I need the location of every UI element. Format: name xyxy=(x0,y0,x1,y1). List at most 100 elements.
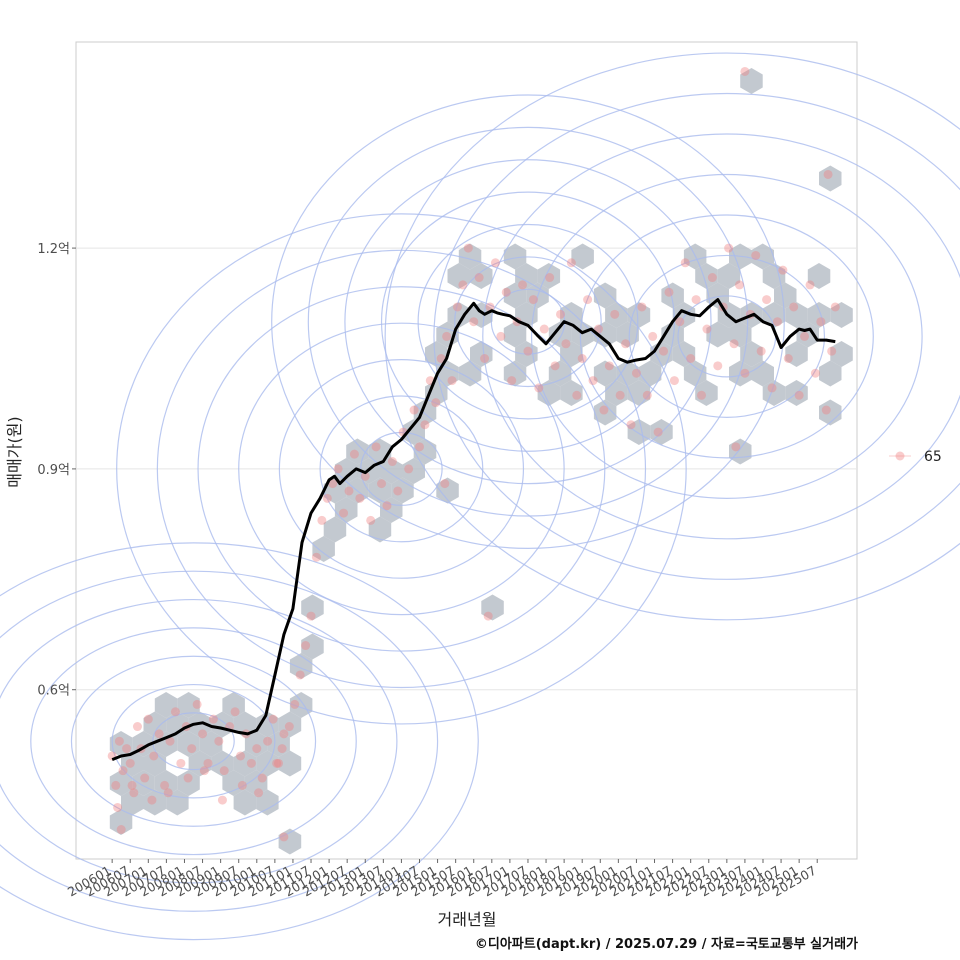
hexbin xyxy=(830,302,853,328)
hexbin xyxy=(470,302,493,328)
contour-2-6 xyxy=(307,126,749,517)
density-contours xyxy=(0,52,960,941)
data-point xyxy=(252,744,262,754)
hexbin xyxy=(785,341,808,367)
data-point xyxy=(322,493,332,503)
hexbin xyxy=(121,789,144,816)
data-point xyxy=(794,390,804,400)
contour-0-2 xyxy=(111,683,276,799)
hexbin xyxy=(695,380,718,406)
contour-3-6 xyxy=(433,92,960,580)
hexbin xyxy=(593,282,617,309)
data-point xyxy=(165,736,175,746)
hexbin xyxy=(762,263,786,289)
data-point xyxy=(805,280,815,290)
data-point xyxy=(237,780,247,790)
data-point xyxy=(129,788,139,798)
hexbin xyxy=(447,263,470,289)
contour-3-2 xyxy=(628,254,826,418)
data-point xyxy=(344,486,354,496)
contour-0-1 xyxy=(152,712,235,771)
hexbin xyxy=(819,399,842,426)
hexbin xyxy=(301,633,324,660)
data-point xyxy=(631,368,641,378)
contour-1-1 xyxy=(360,431,443,506)
hexbin xyxy=(627,419,651,445)
contour-0-7 xyxy=(0,542,479,941)
hexbin xyxy=(154,692,178,718)
data-point xyxy=(147,795,157,805)
hexbin xyxy=(177,692,200,718)
data-point xyxy=(534,383,544,393)
data-point xyxy=(469,317,479,327)
data-point xyxy=(183,773,193,783)
data-point xyxy=(301,641,311,651)
data-point xyxy=(442,331,452,341)
moving-average-line xyxy=(111,298,836,761)
hexbin xyxy=(616,321,639,348)
data-point xyxy=(713,361,723,371)
data-point xyxy=(199,766,209,776)
data-point xyxy=(393,486,403,496)
data-point xyxy=(731,442,741,452)
hexbin xyxy=(729,321,752,348)
hexbin xyxy=(177,731,200,757)
hexbin xyxy=(706,321,729,348)
hexbin xyxy=(289,692,313,718)
data-point xyxy=(572,390,582,400)
data-point xyxy=(203,758,213,768)
hexbin xyxy=(143,789,167,816)
hexbin xyxy=(199,731,223,757)
data-point xyxy=(577,353,587,363)
contour-3-4 xyxy=(530,173,923,499)
hexbin xyxy=(672,341,696,367)
data-point xyxy=(447,376,457,386)
data-point xyxy=(816,317,826,327)
legend-label: 65 xyxy=(924,449,942,465)
hexbin xyxy=(368,516,392,543)
hexbin xyxy=(785,302,808,328)
contour-0-4 xyxy=(30,627,357,856)
y-tick-label-1: 0.9억 xyxy=(37,463,70,478)
data-point xyxy=(485,302,495,312)
data-point xyxy=(404,464,414,474)
data-point xyxy=(366,515,376,525)
data-point xyxy=(615,390,625,400)
data-point xyxy=(217,795,227,805)
x-axis-ticks: 2006012006072007012007072008012008072009… xyxy=(65,859,819,899)
hexbin xyxy=(402,458,425,484)
data-point xyxy=(349,449,359,459)
data-point xyxy=(409,405,419,415)
hexbin xyxy=(177,770,200,796)
hexbin xyxy=(537,380,561,406)
data-point xyxy=(637,302,647,312)
hexbin xyxy=(605,302,628,328)
hexbin xyxy=(166,711,189,738)
hexbin xyxy=(740,68,763,94)
contour-2-7 xyxy=(271,94,785,549)
data-point xyxy=(187,744,197,754)
data-point xyxy=(272,758,282,768)
data-point xyxy=(143,714,153,724)
data-point xyxy=(490,258,500,268)
hexbin xyxy=(267,731,290,757)
data-point xyxy=(273,758,283,768)
data-point xyxy=(599,405,609,415)
y-axis-ticks: 0.6억 0.9억 1.2억 xyxy=(37,242,76,699)
data-point xyxy=(480,353,490,363)
data-point xyxy=(160,780,170,790)
data-point xyxy=(707,273,717,283)
hexbin xyxy=(661,282,684,309)
data-point xyxy=(263,736,273,746)
data-point xyxy=(198,729,208,739)
data-point xyxy=(311,552,321,562)
hexbin xyxy=(278,711,302,738)
data-point xyxy=(561,339,571,349)
hexbin xyxy=(256,711,279,738)
hexbin xyxy=(706,282,729,309)
hexbin xyxy=(560,341,583,367)
hexbin xyxy=(503,321,527,348)
hexbin xyxy=(470,341,493,367)
hexbin xyxy=(515,263,538,289)
data-point xyxy=(113,802,123,812)
